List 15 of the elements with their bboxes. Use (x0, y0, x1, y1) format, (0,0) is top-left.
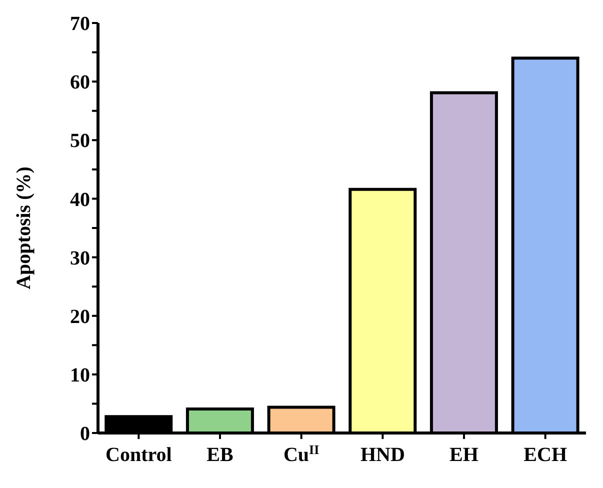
y-tick-label: 40 (70, 188, 90, 211)
x-tick-label: Control (106, 444, 172, 466)
x-tick-label: Cu$^{II}$ (283, 442, 320, 466)
y-tick-label: 0 (80, 423, 90, 446)
x-tick-label: EB (206, 444, 234, 466)
x-tick-label: HND (360, 444, 405, 466)
x-tick-label: EH (450, 444, 479, 466)
y-tick-label: 60 (70, 72, 90, 94)
y-tick-label: 50 (70, 130, 90, 152)
y-tick-label: 10 (70, 364, 90, 387)
x-tick-label: ECH (524, 444, 568, 466)
y-tick-label: 70 (70, 13, 90, 36)
y-axis-title: Apoptosis (%) (13, 166, 36, 290)
y-tick-label: 30 (70, 247, 90, 270)
y-tick-label: 20 (70, 306, 90, 328)
